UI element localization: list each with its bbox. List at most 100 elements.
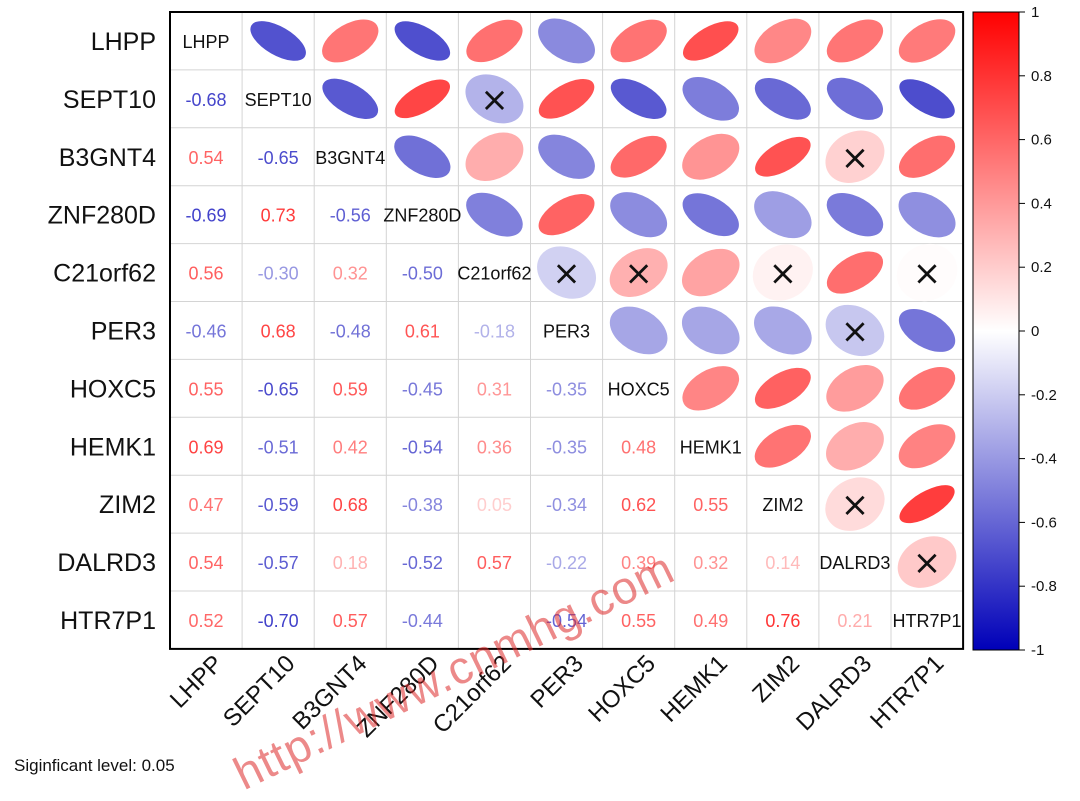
correlation-value-label: 0.05 [477,495,512,515]
correlation-value-label: -0.54 [546,611,587,631]
correlation-ellipse [826,77,884,120]
correlation-value-label: -0.65 [258,148,299,168]
correlation-value-label: -0.68 [186,90,227,110]
correlation-ellipse [682,21,739,61]
correlation-ellipse [755,136,811,177]
correlation-ellipse [682,77,740,121]
row-label: ZNF280D [48,202,156,230]
diagonal-label: ZNF280D [383,206,461,226]
correlation-value-label: -0.35 [546,379,587,399]
correlation-ellipse [825,477,885,531]
row-label: SEPT10 [63,86,156,114]
correlation-value-label: -0.70 [258,611,299,631]
correlation-value-label: 0.42 [333,437,368,457]
colorbar-tick-label: 0.2 [1031,259,1052,276]
correlation-ellipse [538,79,595,119]
correlation-value-label: -0.34 [546,495,587,515]
correlation-ellipse [250,21,306,61]
colorbar-tick-label: -0.8 [1031,578,1057,595]
correlation-ellipse [610,78,667,120]
colorbar-tick-label: -0.2 [1031,387,1057,404]
correlation-ellipse [898,424,956,469]
correlation-value-label: 0.55 [621,611,656,631]
matrix-frame [169,11,965,650]
correlation-ellipse [826,421,884,471]
correlation-ellipse [754,367,811,409]
correlation-value-label: 0.59 [333,379,368,399]
row-label: HEMK1 [70,433,156,461]
insignificant-marker: × [841,138,870,178]
correlation-value-label: 0.57 [333,611,368,631]
correlation-ellipse [898,367,956,410]
correlation-ellipse [825,130,885,183]
row-label: HTR7P1 [60,607,156,635]
colorbar-gradient [972,11,1020,651]
correlation-value-label: -0.38 [402,495,443,515]
correlation-value-label: 0.47 [189,495,224,515]
significance-footnote: Siginficant level: 0.05 [14,756,175,775]
correlation-ellipse [681,306,740,355]
correlation-ellipse [610,19,667,63]
correlation-ellipse [538,18,595,64]
diagonal-label: C21orf62 [457,264,531,284]
correlation-value-label: -0.50 [402,264,443,284]
correlation-value-label: -0.69 [186,206,227,226]
correlation-ellipse [466,19,523,63]
correlation-ellipse [898,191,956,238]
correlation-value-label: -0.59 [258,495,299,515]
correlation-ellipse [898,135,956,178]
grid-lines [170,12,964,649]
correlation-value-label: 0.31 [477,379,512,399]
diagonal-label: HEMK1 [680,437,742,457]
correlation-value-label: 0.55 [189,379,224,399]
insignificant-marker: × [769,254,798,294]
correlation-ellipse [466,192,523,237]
correlation-value-label: 0.49 [693,611,728,631]
insignificant-marker: × [480,80,509,120]
row-labels: LHPP SEPT10 B3GNT4 ZNF280D C21orf62 PER3 HOXC5… [48,28,156,635]
colorbar-tick-label: 0.8 [1031,68,1052,85]
correlation-ellipse [465,132,524,182]
correlation-value-label: -0.35 [546,437,587,457]
diagonal-label: B3GNT4 [315,148,385,168]
correlation-value-label: 0.62 [621,495,656,515]
colorbar-tick-label: -0.6 [1031,514,1057,531]
correlation-ellipse [754,18,812,64]
correlation-value-label: 0.57 [477,553,512,573]
row-label: ZIM2 [99,491,156,519]
correlation-ellipse [682,133,740,180]
correlation-value-label: -0.45 [402,379,443,399]
correlation-value-label: 0.36 [477,437,512,457]
correlation-ellipse [322,78,379,120]
correlation-value-label: 0.68 [333,495,368,515]
correlation-ellipse [754,424,811,468]
diagonal-label: HOXC5 [608,379,670,399]
row-label: LHPP [91,28,156,56]
correlation-ellipse [826,19,884,63]
diagonal-label: PER3 [543,321,590,341]
colorbar-tick-label: 1 [1031,4,1039,21]
diagonal-label: LHPP [183,32,230,52]
insignificant-marker: × [841,311,870,351]
correlation-ellipse [896,243,958,302]
column-label: HOXC5 [583,650,661,728]
correlation-ellipse [753,306,812,355]
correlation-value-label: -0.46 [186,321,227,341]
correlation-ellipse [538,194,595,236]
insignificant-marker: × [841,485,870,525]
correlation-value-label: -0.51 [258,437,299,457]
column-label: HTR7P1 [865,650,949,734]
correlation-ellipse [322,19,379,63]
correlation-ellipse [609,248,668,297]
correlation-ellipse [394,21,451,61]
diagonal-label: ZIM2 [762,495,803,515]
column-label: HEMK1 [655,650,733,728]
correlation-ellipse [752,244,813,301]
correlation-ellipse [898,19,956,63]
correlation-value-label: 0.56 [189,264,224,284]
correlation-ellipse [538,134,595,179]
row-label: C21orf62 [53,260,156,288]
correlation-ellipse [754,77,811,120]
colorbar-tick-label: 0.6 [1031,132,1052,149]
